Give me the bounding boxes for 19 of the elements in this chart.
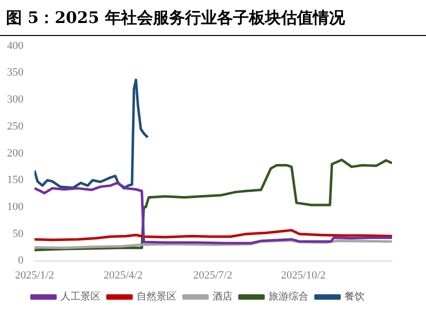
chart-title: 图 5：2025 年社会服务行业各子板块估值情况: [0, 0, 426, 36]
y-tick-label: 250: [7, 120, 24, 132]
legend-label: 餐饮: [344, 290, 364, 303]
y-tick-label: 350: [7, 66, 24, 79]
x-tick-label: 2025/1/2: [14, 269, 54, 282]
y-tick-label: 200: [7, 147, 24, 160]
x-tick-label: 2025/4/2: [104, 269, 143, 282]
y-tick-label: 300: [7, 94, 24, 106]
x-tick-label: 2025/10/2: [281, 269, 326, 282]
y-tick-label: 0: [18, 254, 24, 267]
legend-label: 自然景区: [136, 290, 176, 303]
legend-label: 人工景区: [60, 290, 100, 303]
y-tick-label: 150: [7, 174, 24, 186]
x-tick-label: 2025/7/2: [193, 269, 232, 282]
y-tick-label: 100: [7, 200, 24, 213]
legend-label: 酒店: [212, 290, 232, 303]
y-tick-label: 400: [7, 40, 24, 52]
y-tick-label: 50: [12, 228, 24, 240]
legend-label: 旅游综合: [268, 290, 308, 303]
